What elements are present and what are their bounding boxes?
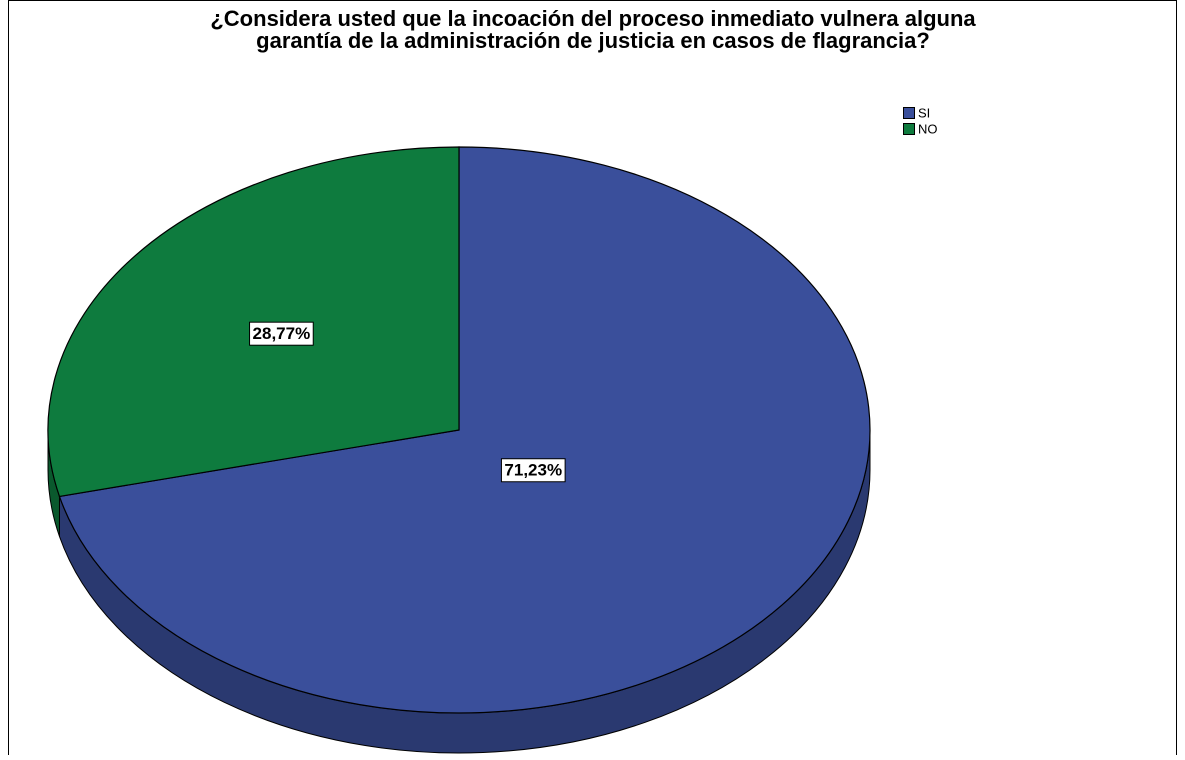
data-label: 71,23% [504, 461, 562, 480]
legend-label: SI [918, 105, 930, 120]
legend-label: NO [918, 121, 938, 136]
legend-swatch [903, 107, 915, 119]
data-label: 28,77% [253, 324, 311, 343]
data-label-box [249, 321, 314, 346]
pie-slice [58, 146, 871, 714]
legend-swatch [903, 123, 915, 135]
chart-title: garantía de la administración de justici… [256, 28, 930, 53]
chart-title: ¿Considera usted que la incoación del pr… [210, 6, 976, 31]
data-label-box [500, 458, 566, 483]
